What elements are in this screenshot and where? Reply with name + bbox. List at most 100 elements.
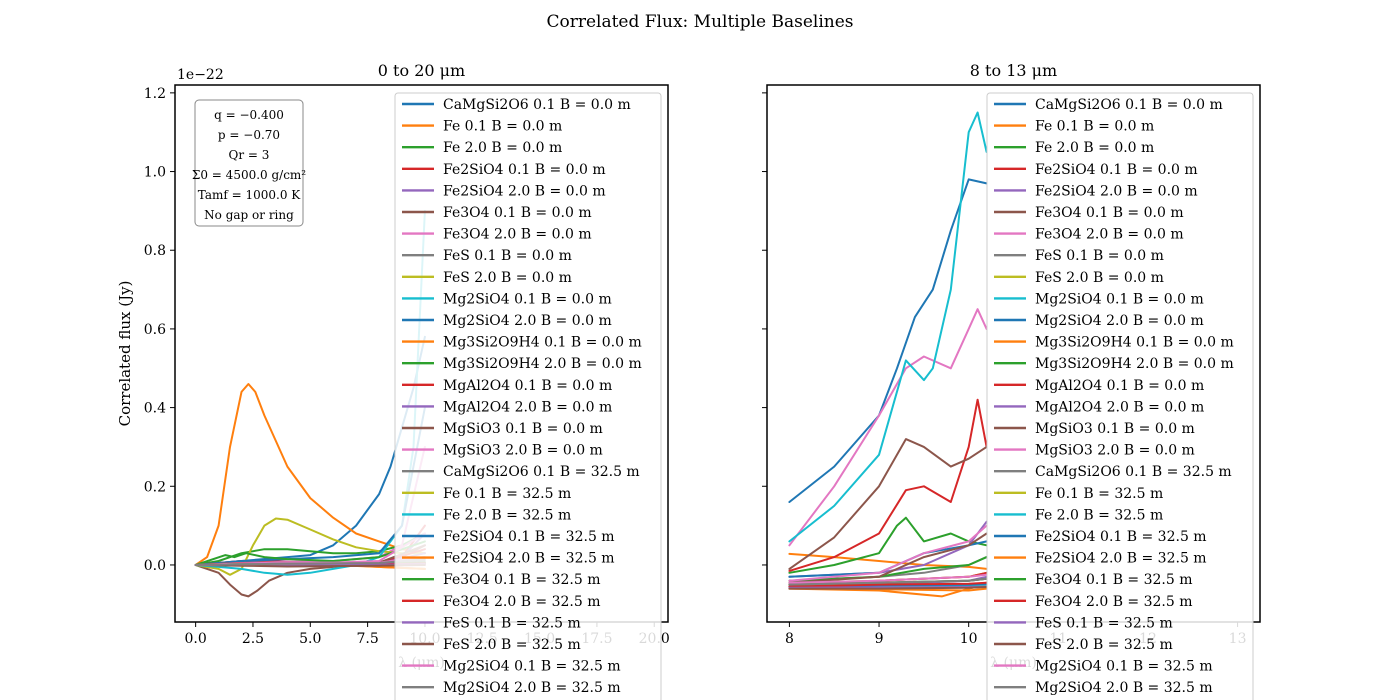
y-axis-label: Correlated flux (Jy)	[116, 281, 134, 427]
legend-entry: Fe 0.1 B = 32.5 m	[443, 486, 571, 502]
legend-entry: FeS 2.0 B = 32.5 m	[1035, 637, 1173, 653]
legend-entry: Mg3Si2O9H4 0.1 B = 0.0 m	[443, 335, 642, 351]
x-tick-label: 7.5	[356, 631, 378, 647]
legend-entry: Mg3Si2O9H4 2.0 B = 0.0 m	[443, 356, 642, 372]
subplot-2: 89101112138 to 13 μmλ (μm)CaMgSi2O6 0.1 …	[762, 61, 1261, 700]
series-line-1	[788, 178, 988, 503]
x-tick-label: 2.5	[242, 631, 264, 647]
legend-entry: MgAl2O4 2.0 B = 0.0 m	[1035, 399, 1204, 415]
legend-entry: MgAl2O4 2.0 B = 0.0 m	[443, 399, 612, 415]
legend: CaMgSi2O6 0.1 B = 0.0 m Fe 0.1 B = 0.0 m F…	[394, 92, 662, 700]
parameter-line: q = −0.400	[214, 108, 284, 122]
legend-entry: Mg2SiO4 0.1 B = 0.0 m	[443, 291, 612, 307]
parameter-line: No gap or ring	[204, 208, 294, 222]
legend-entry: FeS 2.0 B = 32.5 m	[443, 637, 581, 653]
legend-entry: CaMgSi2O6 0.1 B = 0.0 m	[443, 97, 631, 113]
legend-entry: Fe 2.0 B = 32.5 m	[1035, 507, 1163, 523]
series-line-13	[194, 540, 426, 566]
legend-entry: Fe2SiO4 2.0 B = 32.5 m	[443, 551, 615, 567]
x-tick-label: 9	[875, 631, 884, 647]
legend-entry: Fe3O4 2.0 B = 0.0 m	[443, 227, 592, 243]
legend-entry: Fe3O4 0.1 B = 0.0 m	[1035, 205, 1184, 221]
legend-entry: Fe 2.0 B = 0.0 m	[1035, 140, 1154, 156]
series-line-4	[788, 398, 988, 572]
legend-entry: CaMgSi2O6 0.1 B = 0.0 m	[1035, 97, 1223, 113]
legend-entry: CaMgSi2O6 0.1 B = 32.5 m	[1035, 464, 1232, 480]
series-line-16	[788, 532, 988, 584]
x-tick-label: 10	[960, 631, 978, 647]
x-tick-label: 8	[785, 631, 794, 647]
legend-entry: Mg3Si2O9H4 0.1 B = 0.0 m	[1035, 335, 1234, 351]
legend-entry: Mg2SiO4 2.0 B = 32.5 m	[443, 680, 621, 696]
legend-entry: Fe2SiO4 0.1 B = 0.0 m	[1035, 162, 1198, 178]
series-line-28	[788, 577, 988, 586]
y-tick-label: 0.6	[144, 322, 166, 338]
legend-entry: Fe3O4 2.0 B = 32.5 m	[1035, 594, 1193, 610]
legend-entry: FeS 2.0 B = 0.0 m	[443, 270, 572, 286]
subplot-title: 8 to 13 μm	[970, 61, 1057, 80]
y-tick-label: 0.2	[144, 479, 166, 495]
x-tick-label: 5.0	[299, 631, 321, 647]
figure-suptitle: Correlated Flux: Multiple Baselines	[546, 12, 853, 32]
parameter-line: Σ0 = 4500.0 g/cm²	[192, 168, 306, 182]
series-line-3	[788, 516, 988, 574]
y-tick-label: 1.0	[144, 165, 166, 181]
parameter-line: Tamf = 1000.0 K	[198, 188, 302, 202]
legend-entry: MgSiO3 2.0 B = 0.0 m	[1035, 443, 1195, 459]
legend-entry: Fe2SiO4 2.0 B = 0.0 m	[443, 183, 606, 199]
series-line-7	[788, 308, 988, 547]
series-line-2	[194, 383, 426, 566]
legend-entry: Fe2SiO4 2.0 B = 0.0 m	[1035, 183, 1198, 199]
series-line-26	[194, 564, 426, 568]
legend-entry: MgAl2O4 0.1 B = 0.0 m	[443, 378, 612, 394]
legend-entry: Mg3Si2O9H4 2.0 B = 0.0 m	[1035, 356, 1234, 372]
series-line-3	[194, 532, 426, 566]
legend-box	[394, 92, 662, 700]
series-line-10	[788, 111, 988, 543]
legend-entry: Fe2SiO4 2.0 B = 32.5 m	[1035, 551, 1207, 567]
legend-entry: Fe3O4 2.0 B = 0.0 m	[1035, 227, 1184, 243]
legend-entry: MgAl2O4 0.1 B = 0.0 m	[1035, 378, 1204, 394]
subplot-1: 0.02.55.07.510.012.515.017.520.00.00.20.…	[116, 61, 670, 700]
parameter-box	[194, 99, 304, 227]
legend-entry: Fe3O4 0.1 B = 0.0 m	[443, 205, 592, 221]
legend-entry: FeS 2.0 B = 0.0 m	[1035, 270, 1164, 286]
legend-entry: FeS 0.1 B = 0.0 m	[1035, 248, 1164, 264]
legend-entry: Fe 0.1 B = 32.5 m	[1035, 486, 1163, 502]
legend-entry: Fe3O4 2.0 B = 32.5 m	[443, 594, 601, 610]
y-offset-label: 1e−22	[177, 67, 224, 83]
legend-entry: Mg2SiO4 2.0 B = 32.5 m	[1035, 680, 1213, 696]
legend: CaMgSi2O6 0.1 B = 0.0 m Fe 0.1 B = 0.0 m F…	[986, 92, 1254, 700]
legend-entry: Fe3O4 0.1 B = 32.5 m	[1035, 572, 1193, 588]
series-line-17	[788, 524, 988, 582]
legend-entry: Fe 2.0 B = 32.5 m	[443, 507, 571, 523]
y-tick-label: 0.8	[144, 243, 166, 259]
series-line-24	[788, 581, 988, 588]
y-tick-label: 1.2	[144, 86, 166, 102]
legend-entry: FeS 0.1 B = 32.5 m	[1035, 615, 1173, 631]
series-line-27	[788, 573, 988, 584]
legend-entry: MgSiO3 0.1 B = 0.0 m	[443, 421, 603, 437]
legend-entry: MgSiO3 0.1 B = 0.0 m	[1035, 421, 1195, 437]
legend-entry: CaMgSi2O6 0.1 B = 32.5 m	[443, 464, 640, 480]
legend-entry: Fe 0.1 B = 0.0 m	[1035, 119, 1154, 135]
series-line-28	[194, 558, 426, 566]
legend-entry: Fe3O4 0.1 B = 32.5 m	[443, 572, 601, 588]
legend-entry: Fe 2.0 B = 0.0 m	[443, 140, 562, 156]
parameter-line: p = −0.70	[218, 128, 280, 142]
series-group	[788, 111, 988, 598]
legend-entry: Mg2SiO4 0.1 B = 32.5 m	[443, 659, 621, 675]
legend-entry: Mg2SiO4 0.1 B = 32.5 m	[1035, 659, 1213, 675]
subplot-title: 0 to 20 μm	[378, 61, 465, 80]
series-line-26	[788, 586, 988, 590]
legend-entry: Fe2SiO4 0.1 B = 32.5 m	[443, 529, 615, 545]
x-tick-label: 0.0	[185, 631, 207, 647]
parameter-line: Qr = 3	[229, 148, 270, 162]
y-tick-label: 0.4	[144, 401, 166, 417]
legend-box	[986, 92, 1254, 700]
legend-entry: FeS 0.1 B = 0.0 m	[443, 248, 572, 264]
legend-entry: FeS 0.1 B = 32.5 m	[443, 615, 581, 631]
legend-entry: Mg2SiO4 2.0 B = 0.0 m	[443, 313, 612, 329]
legend-entry: MgSiO3 2.0 B = 0.0 m	[443, 443, 603, 459]
